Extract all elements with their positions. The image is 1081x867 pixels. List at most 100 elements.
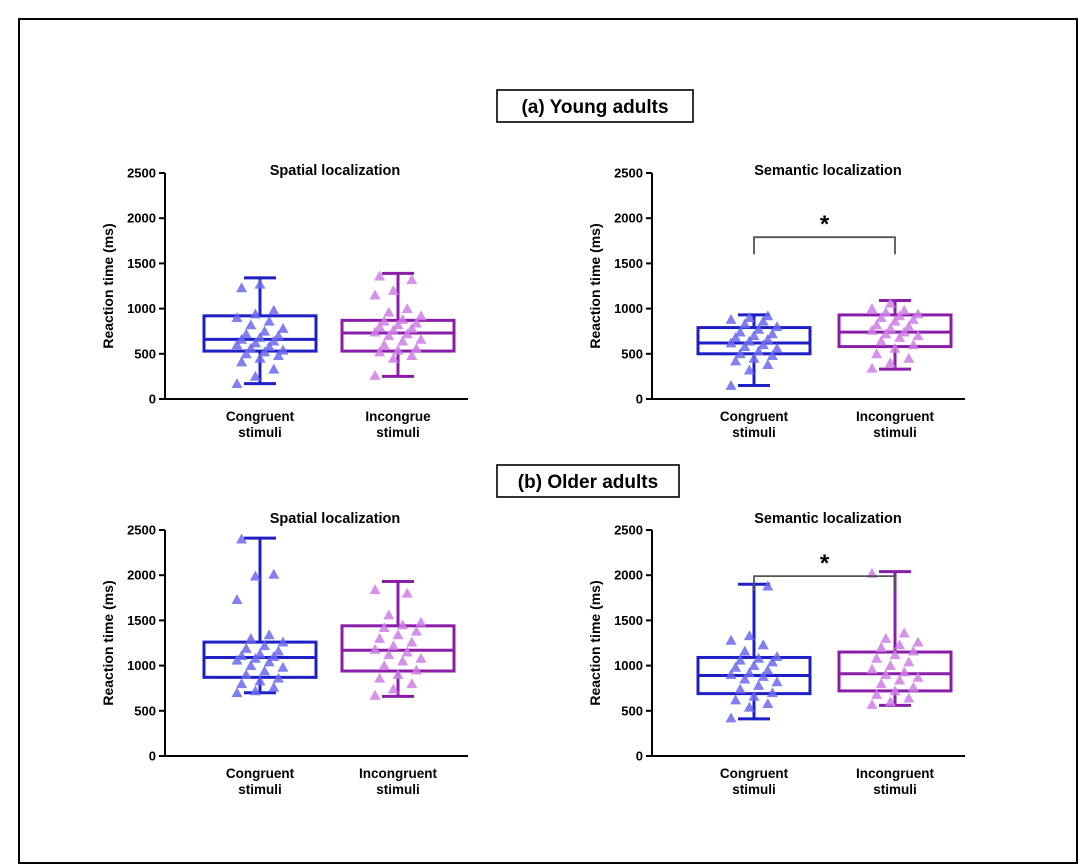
data-point: [374, 321, 386, 332]
data-point: [889, 342, 901, 353]
data-point: [410, 664, 422, 675]
section-title: (b) Older adults: [518, 472, 658, 493]
data-point: [894, 674, 906, 685]
data-point: [387, 683, 399, 694]
data-point: [903, 321, 915, 332]
section-title-box: [496, 89, 694, 123]
y-tick-label: 0: [149, 749, 156, 764]
data-point: [753, 323, 765, 334]
box-series: [837, 567, 953, 709]
y-tick-label: 1500: [614, 613, 643, 628]
data-point: [397, 619, 409, 630]
data-point: [734, 348, 746, 359]
data-point: [748, 330, 760, 341]
data-point: [771, 651, 783, 661]
data-point: [272, 645, 284, 656]
section-title-group: (b) Older adults: [496, 464, 680, 498]
data-point: [866, 698, 878, 709]
x-category-label-line: stimuli: [873, 782, 917, 797]
data-point: [757, 339, 769, 350]
y-tick-label: 500: [134, 703, 156, 718]
data-point: [871, 689, 883, 699]
data-point: [231, 312, 243, 323]
data-point: [743, 667, 755, 678]
data-point: [387, 640, 399, 651]
x-category-label: Incongruent stimuli: [856, 766, 934, 797]
data-point: [374, 632, 386, 643]
y-tick-label: 2000: [127, 211, 156, 226]
x-category-label: Congruent stimuli: [720, 409, 789, 440]
data-point: [383, 330, 395, 341]
data-point: [739, 645, 751, 656]
box-series: [696, 310, 812, 390]
data-point: [884, 322, 896, 333]
box-series: [837, 297, 953, 373]
data-point: [245, 319, 257, 330]
data-point: [898, 627, 910, 638]
data-point: [277, 661, 289, 672]
data-point: [766, 328, 778, 339]
data-point: [374, 346, 386, 357]
y-axis-label: Reaction time (ms): [100, 580, 116, 705]
data-point: [748, 660, 760, 670]
data-point: [401, 587, 413, 598]
data-point: [898, 666, 910, 677]
data-point: [231, 339, 243, 350]
data-point: [871, 652, 883, 663]
y-tick-label: 500: [621, 346, 643, 361]
data-point: [397, 313, 409, 324]
data-point: [730, 332, 742, 342]
data-point: [884, 660, 896, 670]
data-point: [871, 319, 883, 330]
data-point: [771, 342, 783, 353]
data-point: [406, 274, 418, 285]
y-axis-label: Reaction time (ms): [587, 223, 603, 348]
chart-panel: Semantic localization 0 500 1000 1500 2000 250…: [587, 163, 965, 440]
data-point: [369, 643, 381, 654]
data-point: [866, 303, 878, 313]
data-point: [415, 310, 427, 321]
data-point: [240, 669, 252, 680]
x-category-label-line: Incongruent: [856, 409, 934, 424]
data-point: [374, 672, 386, 683]
data-point: [771, 321, 783, 332]
data-point: [378, 315, 390, 326]
data-point: [369, 326, 381, 337]
section-title: (a) Young adults: [521, 97, 668, 118]
data-point: [912, 636, 924, 647]
data-point: [907, 339, 919, 350]
data-point: [743, 364, 755, 375]
y-tick-label: 2000: [127, 568, 156, 583]
data-point: [898, 304, 910, 315]
data-point: [397, 335, 409, 346]
x-category-label-line: stimuli: [732, 425, 776, 440]
data-point: [884, 297, 896, 308]
x-category-label-line: Incongrue: [365, 409, 431, 424]
data-point: [757, 639, 769, 650]
section-title-box: [496, 464, 680, 498]
significance-bracket: [753, 575, 896, 591]
y-tick-label: 0: [149, 392, 156, 407]
x-category-label-line: Incongruent: [359, 766, 437, 781]
y-tick-label: 2500: [614, 166, 643, 181]
data-point: [406, 636, 418, 647]
data-point: [730, 661, 742, 672]
data-point: [757, 670, 769, 681]
data-point: [894, 639, 906, 650]
data-point: [912, 308, 924, 319]
data-point: [272, 330, 284, 341]
data-point: [254, 332, 266, 342]
data-point: [392, 629, 404, 640]
figure-frame: [18, 18, 1078, 864]
data-point: [884, 357, 896, 368]
panel-title: Spatial localization: [270, 163, 401, 179]
y-tick-label: 2000: [614, 211, 643, 226]
data-point: [392, 319, 404, 330]
data-point: [771, 676, 783, 687]
data-point: [880, 328, 892, 339]
data-point: [277, 344, 289, 355]
data-point: [880, 306, 892, 317]
panel-title: Spatial localization: [270, 511, 401, 527]
y-tick-label: 1500: [614, 256, 643, 271]
data-point: [259, 640, 271, 651]
